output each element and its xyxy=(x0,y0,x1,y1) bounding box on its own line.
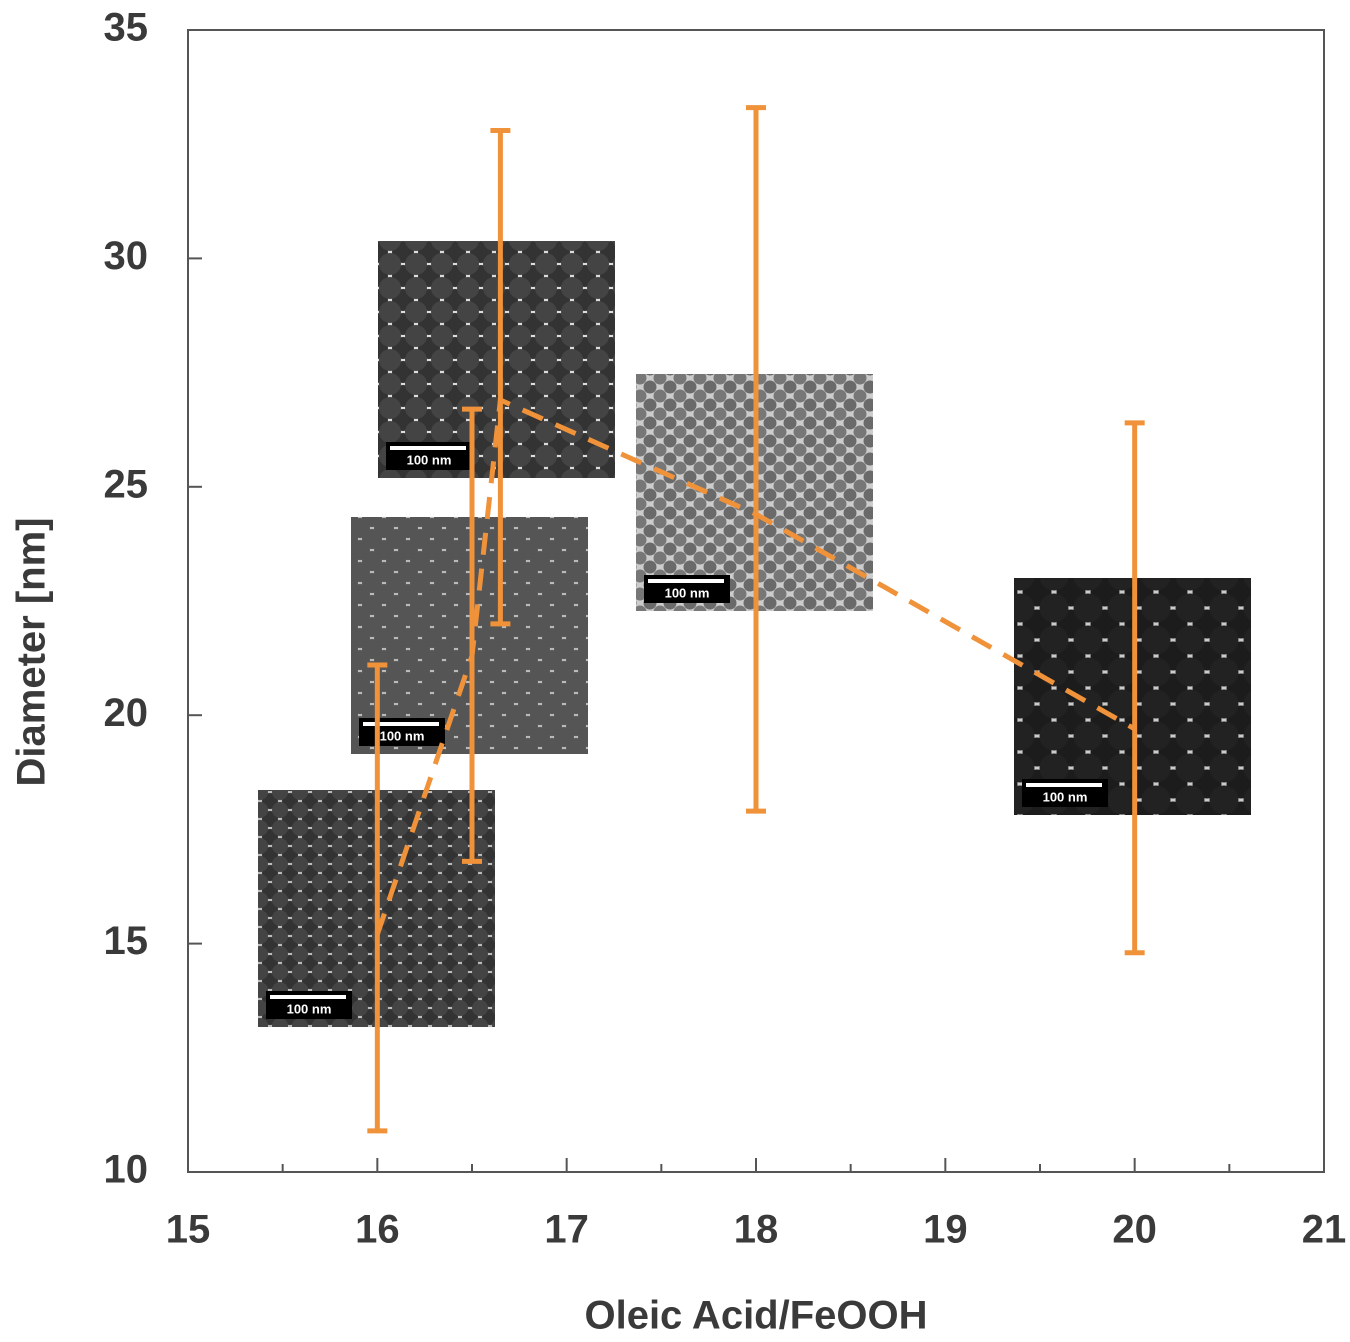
scale-bar xyxy=(390,446,466,450)
scale-label: 100 nm xyxy=(1043,789,1088,804)
scale-label: 100 nm xyxy=(287,1001,332,1016)
scale-bar xyxy=(648,579,724,583)
scale-label: 100 nm xyxy=(665,585,710,600)
scale-bar xyxy=(270,995,346,999)
x-axis-label: Oleic Acid/FeOOH xyxy=(584,1294,927,1338)
x-tick-label: 17 xyxy=(544,1208,589,1252)
scale-label: 100 nm xyxy=(380,728,425,743)
error-bar xyxy=(462,406,482,864)
error-bar xyxy=(1124,420,1145,956)
error-bar xyxy=(746,105,766,814)
y-tick-label: 10 xyxy=(104,1148,149,1192)
y-axis-label: Diameter [nm] xyxy=(10,518,54,787)
y-tick-label: 15 xyxy=(104,919,149,963)
y-tick-label: 25 xyxy=(104,462,149,506)
x-tick-label: 19 xyxy=(923,1208,968,1252)
scale-bar xyxy=(1026,783,1102,787)
scale-bar xyxy=(363,722,439,726)
x-tick-label: 20 xyxy=(1112,1208,1157,1252)
x-tick-label: 15 xyxy=(166,1208,211,1252)
error-bar xyxy=(490,127,511,627)
x-tick-label: 21 xyxy=(1302,1208,1347,1252)
y-tick-label: 30 xyxy=(104,234,149,278)
scale-label: 100 nm xyxy=(407,452,452,467)
y-tick-label: 35 xyxy=(104,6,149,50)
y-tick-label: 20 xyxy=(104,691,149,735)
error-bar xyxy=(367,662,388,1134)
x-tick-label: 18 xyxy=(734,1208,779,1252)
x-tick-label: 16 xyxy=(355,1208,400,1252)
